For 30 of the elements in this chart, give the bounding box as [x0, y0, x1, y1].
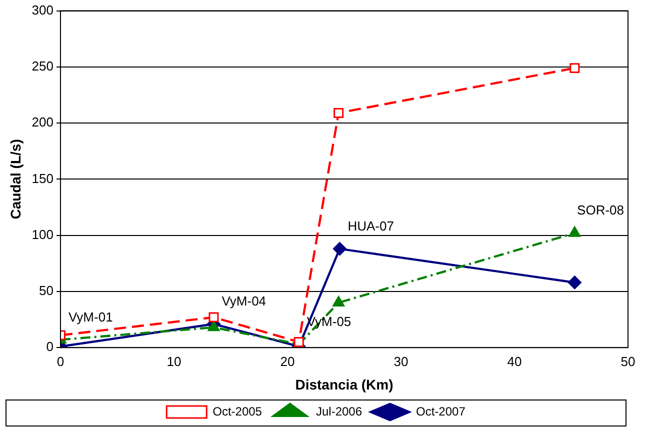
y-tick-label: 50: [39, 283, 54, 298]
x-tick-label: 40: [507, 354, 522, 369]
x-tick-label: 50: [620, 354, 636, 369]
annotation: SOR-08: [577, 202, 624, 218]
x-tick-label: 20: [280, 354, 295, 369]
annotation: VyM-01: [68, 309, 113, 324]
point: [568, 226, 581, 237]
point: [570, 63, 580, 74]
point: [208, 312, 219, 322]
x-tick-label: 0: [56, 354, 64, 369]
point: [334, 108, 344, 118]
legend-label: Oct-2007: [416, 404, 466, 418]
x-tick-label: 10: [166, 354, 182, 369]
y-tick-label: 250: [32, 58, 54, 74]
point: [332, 296, 345, 306]
point: [332, 242, 346, 256]
y-tick-label: 100: [32, 226, 54, 242]
point: [208, 320, 220, 332]
annotation: VyM-04: [222, 294, 266, 309]
x-tick-label: 30: [394, 354, 408, 369]
legend-label: Jul-2006: [316, 404, 362, 418]
y-axis-title: Caudal (L/s): [7, 139, 24, 220]
y-tick-label: 200: [32, 114, 54, 130]
y-tick-label: 300: [32, 2, 54, 18]
annotation: HUA-07: [348, 218, 394, 234]
legend-label: Oct-2005: [212, 404, 262, 418]
y-tick-label: 150: [32, 170, 54, 186]
x-axis-title: Distancia (Km): [295, 376, 394, 392]
y-tick-label: 0: [46, 339, 54, 354]
point: [568, 276, 582, 290]
